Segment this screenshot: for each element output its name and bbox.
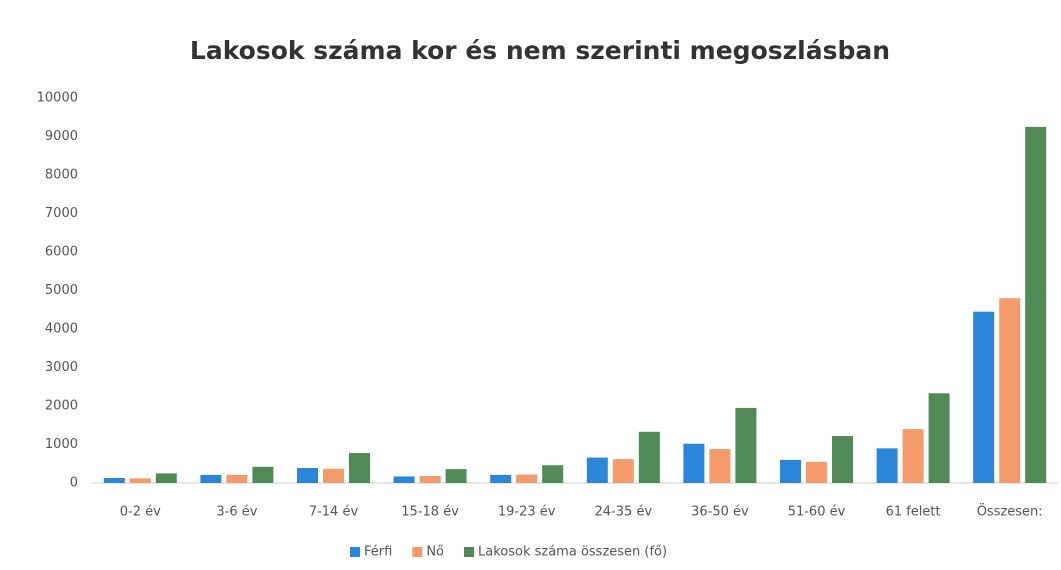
bar [445,469,467,483]
bar [709,449,731,483]
bar [226,474,248,483]
bar [902,429,924,483]
x-tick-label: 7-14 év [309,505,359,520]
bar [155,473,177,483]
legend-label: Nő [426,545,444,560]
bar [393,476,415,483]
bar [638,431,660,483]
y-tick-label: 7000 [45,206,78,221]
x-tick-label: 24-35 év [594,505,652,520]
bar [323,468,344,483]
y-tick-label: 0 [70,476,78,491]
bar [586,457,608,483]
x-tick-label: 19-23 év [498,505,556,520]
bar [103,477,125,483]
x-tick-label: 0-2 év [120,505,161,520]
bar [876,448,898,483]
x-tick-label: 36-50 év [691,505,749,520]
legend-swatch [412,547,423,557]
bar [832,436,853,483]
x-tick-label: 3-6 év [216,505,257,520]
bar [928,393,950,483]
bar [683,443,705,483]
legend-label: Lakosok száma összesen (fő) [478,545,667,560]
x-tick-label: 51-60 év [788,505,846,520]
y-tick-label: 1000 [45,437,78,452]
x-tick-label: 15-18 év [401,505,459,520]
legend-label: Férfi [364,545,392,560]
y-tick-label: 9000 [45,129,78,144]
bar [735,407,757,483]
bar [419,476,441,483]
bar [542,465,564,483]
legend-swatch [350,547,360,557]
bar [349,452,370,483]
x-tick-label: Összesen: [977,503,1043,520]
bar [612,459,634,483]
y-tick-label: 5000 [45,283,78,298]
bar [1025,126,1047,483]
bar [129,478,151,483]
legend-swatch [464,547,474,557]
y-tick-label: 10000 [37,91,78,106]
bar [200,474,222,483]
bar [973,311,995,483]
bar [806,461,827,483]
y-tick-label: 4000 [45,322,78,337]
bar [516,474,538,483]
y-tick-label: 3000 [45,360,78,375]
y-tick-label: 6000 [45,245,78,260]
chart-title: Lakosok száma kor és nem szerinti megosz… [190,36,890,65]
bar [999,298,1021,483]
bar [490,474,512,483]
bar [297,467,318,483]
y-tick-label: 8000 [45,168,78,183]
y-tick-label: 2000 [45,399,78,414]
x-tick-label: 61 felett [886,505,941,520]
bar [252,466,274,483]
bar [780,459,801,483]
